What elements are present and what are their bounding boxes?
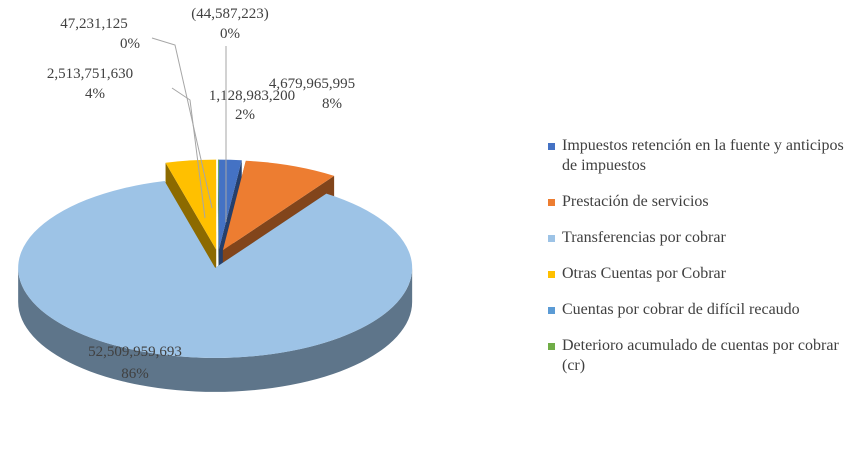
slice xyxy=(218,159,219,250)
legend-swatch xyxy=(548,199,555,206)
data-label: 2,513,751,630 xyxy=(47,66,133,82)
percent-label: 86% xyxy=(121,366,149,382)
percent-label: 2% xyxy=(235,107,255,123)
slice-side xyxy=(18,267,413,392)
legend-item: Cuentas por cobrar de difícil recaudo xyxy=(548,300,853,320)
pie-tops xyxy=(18,159,413,358)
leader-line xyxy=(171,87,206,219)
data-label: 1,128,983,200 xyxy=(209,88,295,104)
legend-item: Impuestos retención en la fuente y antic… xyxy=(548,136,853,176)
legend-swatch xyxy=(548,343,555,350)
legend-item: Prestación de servicios xyxy=(548,192,853,212)
legend-swatch xyxy=(548,307,555,314)
data-label: 52,509,959,693 xyxy=(88,344,182,360)
percent-label: 4% xyxy=(85,86,105,102)
legend-item: Otras Cuentas por Cobrar xyxy=(548,264,853,284)
legend-label: Otras Cuentas por Cobrar xyxy=(562,265,726,282)
slice xyxy=(222,160,335,251)
slice xyxy=(218,159,242,250)
legend: Impuestos retención en la fuente y antic… xyxy=(548,136,853,392)
legend-swatch xyxy=(548,143,555,150)
legend-item: Transferencias por cobrar xyxy=(548,228,853,248)
legend-label: Prestación de servicios xyxy=(562,193,709,210)
legend-swatch xyxy=(548,271,555,278)
leader-line xyxy=(151,37,213,209)
legend-swatch xyxy=(548,235,555,242)
percent-label: 0% xyxy=(120,36,140,52)
slice xyxy=(165,159,217,250)
data-label: 47,231,125 xyxy=(60,16,128,32)
data-label: 4,679,965,995 xyxy=(269,76,355,92)
percent-label: 8% xyxy=(322,96,342,112)
legend-label: Transferencias por cobrar xyxy=(562,229,726,246)
percent-label: 0% xyxy=(220,26,240,42)
slice-wall xyxy=(218,159,219,284)
slice xyxy=(18,180,413,358)
legend-label: Cuentas por cobrar de difícil recaudo xyxy=(562,301,800,318)
legend-item: Deterioro acumulado de cuentas por cobra… xyxy=(548,336,853,376)
legend-label: Impuestos retención en la fuente y antic… xyxy=(562,137,844,174)
legend-label: Deterioro acumulado de cuentas por cobra… xyxy=(562,337,839,374)
data-label: (44,587,223) xyxy=(191,6,269,22)
